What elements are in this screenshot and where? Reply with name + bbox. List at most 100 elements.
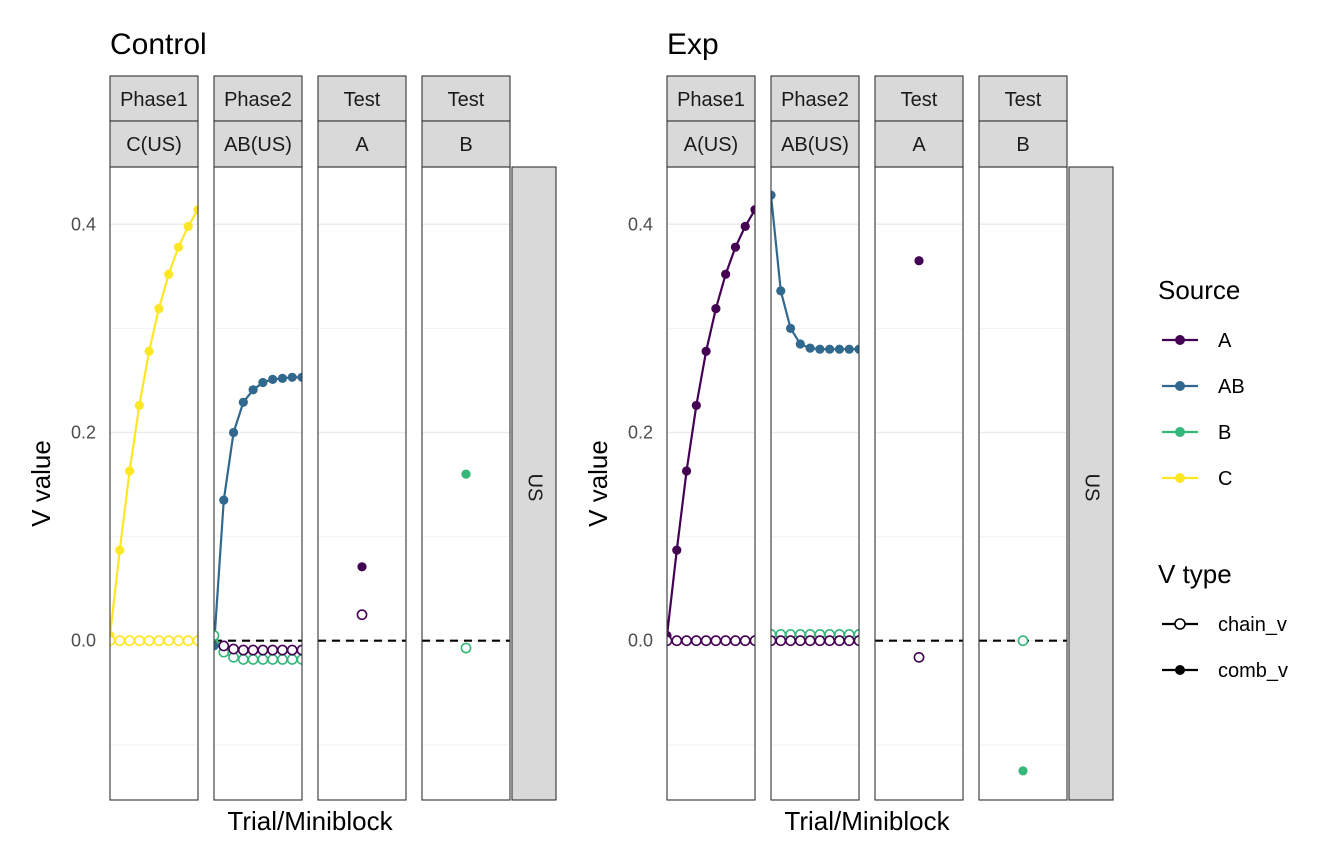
facet-strip-bottom-label: B — [1016, 134, 1029, 156]
side-strip-label: US — [524, 474, 546, 502]
facet-strip-top-label: Test — [1005, 89, 1042, 111]
data-point — [795, 339, 805, 349]
data-point — [804, 635, 816, 647]
facet-test-b: Test B — [421, 75, 511, 801]
panel-border — [770, 166, 860, 801]
chart-title: Exp — [667, 28, 719, 61]
data-point — [115, 545, 125, 555]
facet-test-a: Test A — [317, 75, 407, 801]
x-axis-label: Trial/Miniblock — [784, 806, 950, 836]
data-point — [173, 242, 184, 252]
data-point — [297, 372, 302, 382]
data-point — [776, 286, 786, 296]
series-a-comb-v — [357, 562, 367, 572]
data-point — [461, 469, 471, 479]
data-point — [267, 644, 279, 656]
data-point — [286, 654, 298, 665]
data-point — [238, 397, 248, 407]
series-b-chain-v — [1017, 635, 1029, 647]
y-tick-label: 0.2 — [628, 422, 653, 442]
series-b-comb-v — [461, 469, 471, 479]
facet-strip-bottom — [213, 120, 303, 168]
facet-phase1-a-us: Phase1 A(US) — [666, 75, 756, 801]
series-b-comb-v — [1018, 766, 1028, 776]
facet-strip-top — [666, 75, 756, 122]
facet-test-a: Test A — [874, 75, 964, 801]
data-point — [775, 635, 787, 647]
legend-key-point — [1175, 381, 1185, 391]
facet-strip-top — [874, 75, 964, 122]
facet-phase2-ab-us: Phase2 AB(US) — [213, 75, 303, 801]
facet-strip-top-label: Phase2 — [224, 89, 292, 111]
y-tick-label: 0.4 — [628, 214, 653, 234]
facet-data — [110, 205, 198, 647]
chart-title: Control — [110, 28, 207, 61]
data-point — [247, 654, 259, 665]
data-point — [785, 323, 796, 333]
facet-strip-bottom-label: B — [459, 134, 472, 156]
facet-data — [771, 190, 859, 647]
data-point — [277, 654, 288, 665]
data-point — [671, 635, 683, 647]
panel-border — [978, 166, 1068, 801]
data-point — [124, 635, 135, 647]
facet-data — [667, 205, 755, 647]
legend-label: AB — [1218, 376, 1245, 398]
series-c-chain-v — [110, 635, 198, 647]
series-ab-comb-v — [771, 190, 859, 354]
legend-label: chain_v — [1218, 614, 1287, 636]
data-point — [257, 654, 269, 665]
data-point — [750, 205, 755, 215]
facet-strip-bottom-label: A(US) — [684, 134, 738, 156]
facet-strip-bottom — [109, 120, 199, 168]
data-point — [258, 377, 268, 388]
data-point — [153, 635, 165, 647]
y-tick-label: 0.4 — [71, 214, 96, 234]
data-point — [173, 635, 184, 647]
data-point — [214, 641, 219, 651]
legend-key-point — [1175, 473, 1185, 483]
data-point — [914, 256, 924, 266]
series-line — [667, 209, 755, 636]
data-point — [730, 242, 741, 252]
data-point — [815, 344, 825, 354]
y-tick-label: 0.2 — [71, 422, 96, 442]
legend-item-ab: AB — [1162, 376, 1245, 398]
data-point — [834, 635, 845, 647]
data-point — [228, 643, 239, 655]
data-point — [1018, 766, 1028, 776]
data-point — [286, 644, 298, 656]
facet-strip-bottom-label: A — [355, 134, 369, 156]
data-point — [730, 635, 741, 647]
data-point — [219, 495, 229, 505]
data-point — [287, 372, 297, 382]
data-point — [357, 562, 367, 572]
facet-strip-bottom — [978, 120, 1068, 168]
facet-phase2-ab-us: Phase2 AB(US) — [770, 75, 860, 801]
data-point — [749, 635, 755, 647]
data-point — [144, 346, 154, 356]
y-tick-label: 0.0 — [628, 631, 653, 651]
open-circle-icon — [1174, 618, 1186, 630]
data-point — [814, 635, 826, 647]
data-point — [672, 545, 682, 555]
data-point — [834, 344, 845, 354]
y-axis-label: V value — [26, 440, 56, 527]
data-point — [701, 346, 711, 356]
legend-key-point — [1175, 427, 1185, 437]
data-point — [913, 651, 925, 663]
facet-strip-bottom — [874, 120, 964, 168]
facet-test-b: Test B — [978, 75, 1068, 801]
data-point — [214, 630, 220, 641]
data-point — [740, 221, 750, 231]
facet-data — [214, 372, 302, 665]
data-point — [710, 635, 722, 647]
legend-label: B — [1218, 422, 1231, 444]
data-point — [237, 654, 249, 665]
legend: Source A AB B C V type chain_v — [1158, 275, 1288, 682]
legend-item-c: C — [1162, 468, 1232, 490]
data-point — [124, 466, 135, 476]
data-point — [257, 644, 269, 656]
series-ab-comb-v — [214, 372, 302, 651]
